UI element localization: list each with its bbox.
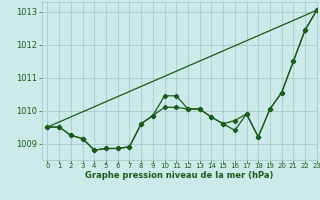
X-axis label: Graphe pression niveau de la mer (hPa): Graphe pression niveau de la mer (hPa) [85, 171, 273, 180]
